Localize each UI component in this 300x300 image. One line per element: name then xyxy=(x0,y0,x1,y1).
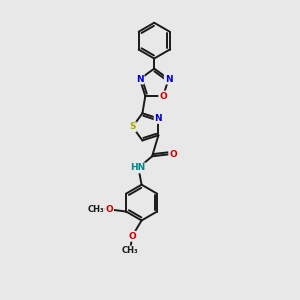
Text: N: N xyxy=(154,114,162,123)
Text: O: O xyxy=(128,232,136,241)
Text: S: S xyxy=(129,122,136,131)
Text: O: O xyxy=(159,92,167,100)
Text: O: O xyxy=(169,150,177,159)
Text: N: N xyxy=(165,75,172,84)
Text: CH₃: CH₃ xyxy=(122,247,138,256)
Text: CH₃: CH₃ xyxy=(87,205,104,214)
Text: HN: HN xyxy=(130,164,145,172)
Text: N: N xyxy=(136,75,144,84)
Text: O: O xyxy=(105,205,113,214)
